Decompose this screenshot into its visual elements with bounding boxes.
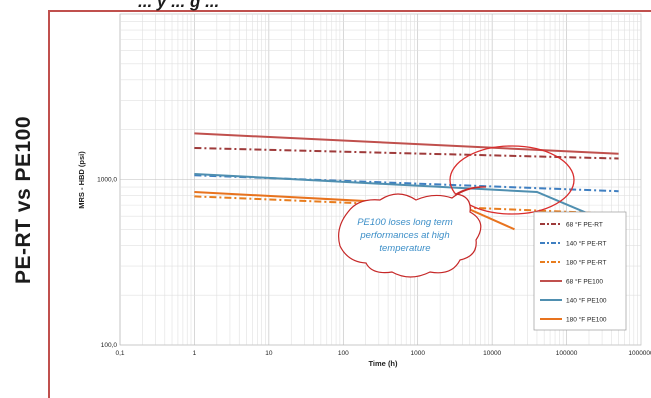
series-line-4: [194, 132, 619, 155]
callout-line-2: performances at high: [359, 230, 449, 241]
x-tick-label: 1000000: [628, 350, 651, 357]
annotation-callout: PE100 loses long term performances at hi…: [338, 145, 575, 278]
x-tick-label: 10: [265, 350, 273, 357]
y-tick-label: 100,0: [101, 342, 118, 349]
top-frame-rule: [48, 10, 651, 12]
callout-bubble: [338, 186, 487, 278]
x-tick-label: 100: [338, 350, 349, 357]
x-tick-label: 1: [193, 350, 197, 357]
legend-label: 180 °F PE-RT: [566, 258, 606, 266]
x-tick-label: 1000: [410, 350, 425, 357]
tick-labels: 0,1 1 10 100 1000 10000 100000 1000000 100,0 1000…: [97, 177, 651, 358]
x-tick-label: 10000: [483, 350, 501, 357]
top-banner-text: ... y ... g ...: [138, 0, 220, 11]
series-line-1: [194, 147, 619, 160]
legend-label: 140 °F PE-RT: [566, 239, 606, 247]
y-axis-title: MRS - HBD (psi): [77, 151, 86, 209]
callout-line-1: PE100 loses long term: [357, 217, 453, 228]
x-axis-title: Time (h): [368, 359, 398, 368]
highlight-circle: [449, 145, 575, 215]
legend-label: 140 °F PE100: [566, 296, 607, 304]
legend-box: [533, 211, 627, 331]
series-line-5: [194, 173, 590, 215]
legend-label: 180 °F PE100: [566, 315, 607, 323]
x-tick-label: 100000: [556, 350, 578, 357]
legend-label: 68 °F PE100: [566, 277, 603, 285]
legend-label: 68 °F PE-RT: [566, 220, 603, 228]
legend: 68 °F PE-RT 140 °F PE-RT 180 °F PE-RT 68 °F…: [533, 211, 627, 331]
y-tick-label: 1000,0: [97, 177, 117, 184]
red-vertical-rule: [48, 10, 50, 398]
x-tick-label: 0,1: [115, 350, 124, 357]
callout-line-3: temperature: [379, 243, 430, 254]
